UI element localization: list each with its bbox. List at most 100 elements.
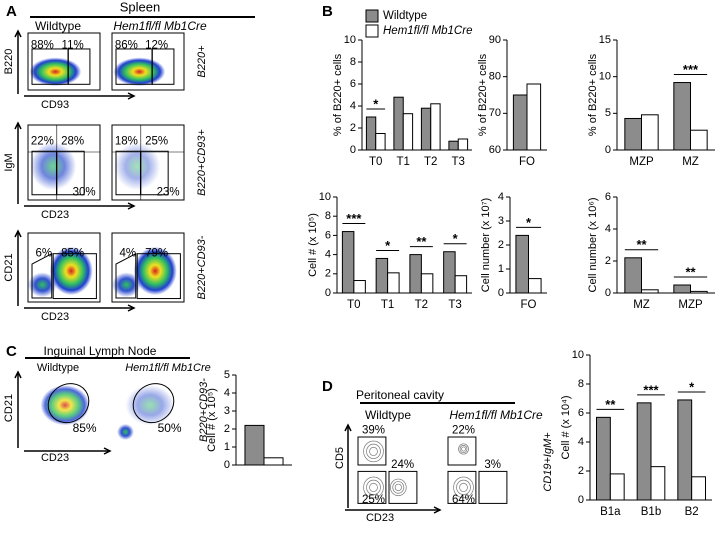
density bbox=[133, 246, 177, 296]
gate bbox=[478, 470, 508, 504]
y-tick-label: 80 bbox=[489, 71, 501, 83]
y-tick-label: 2 bbox=[578, 465, 584, 477]
gate bbox=[47, 383, 90, 424]
x-axis-label: CD23 bbox=[41, 311, 69, 323]
gate-percent: 25% bbox=[362, 494, 385, 506]
bar bbox=[690, 290, 708, 294]
y-tick-label: 8 bbox=[350, 56, 356, 68]
y-tick-label: 0 bbox=[498, 287, 504, 299]
gate bbox=[31, 252, 53, 299]
y-axis-label: CD21 bbox=[3, 253, 15, 281]
gate bbox=[357, 436, 387, 466]
legend-label: Wildtype bbox=[383, 10, 427, 22]
gate bbox=[52, 253, 97, 300]
gate-percent: 6% bbox=[36, 248, 53, 260]
y-axis-label: B220 bbox=[3, 49, 15, 75]
gate bbox=[115, 252, 137, 299]
arrow-head bbox=[433, 506, 442, 514]
y-tick-label: 0 bbox=[224, 459, 230, 471]
group-label: Wildtype bbox=[365, 408, 411, 422]
y-tick-label: 10 bbox=[319, 191, 331, 203]
bar bbox=[365, 116, 377, 151]
y-tick-label: 10 bbox=[599, 71, 611, 83]
y-tick-label: 2 bbox=[498, 239, 504, 251]
bar bbox=[677, 399, 693, 501]
contour bbox=[459, 482, 468, 492]
x-tick-label: B2 bbox=[685, 506, 699, 518]
bar bbox=[420, 107, 432, 151]
bar bbox=[443, 251, 456, 294]
x-tick-label: MZ bbox=[633, 299, 650, 311]
gate-percent: 22% bbox=[31, 136, 54, 148]
bar bbox=[673, 284, 692, 294]
y-tick-label: 6 bbox=[350, 78, 356, 90]
y-tick-label: 5 bbox=[224, 369, 230, 381]
y-axis-label: IgM bbox=[3, 153, 15, 171]
gate-label: B220+CD93- bbox=[196, 235, 208, 299]
gate-percent: 4% bbox=[120, 248, 137, 260]
contour bbox=[369, 482, 378, 492]
y-axis-label: Cell # (x 10⁵) bbox=[206, 388, 218, 452]
y-tick-label: 10 bbox=[572, 349, 584, 361]
density bbox=[40, 385, 90, 426]
bar bbox=[393, 96, 404, 151]
y-tick-label: 2 bbox=[605, 255, 611, 267]
gate-percent: 50% bbox=[158, 421, 182, 435]
group-label: Hem1fl/fl Mb1Cre bbox=[449, 408, 543, 422]
arrow-head bbox=[127, 92, 136, 100]
y-axis-label: % of B220+ cells bbox=[587, 53, 599, 136]
panel-letter: C bbox=[6, 343, 17, 360]
density bbox=[117, 423, 134, 440]
y-tick-label: 0 bbox=[325, 287, 331, 299]
bar bbox=[402, 113, 414, 151]
significance: *** bbox=[643, 382, 659, 397]
significance: * bbox=[689, 379, 695, 394]
bar bbox=[636, 402, 652, 501]
bar bbox=[244, 424, 265, 466]
gate-percent: 25% bbox=[145, 136, 168, 148]
contour bbox=[456, 479, 471, 496]
y-tick-label: 3 bbox=[498, 215, 504, 227]
legend-label: Hem1fl/fl Mb1Cre bbox=[383, 25, 472, 37]
gate bbox=[136, 253, 181, 300]
significance: * bbox=[453, 231, 459, 246]
bar bbox=[641, 289, 659, 294]
tissue-title: Peritoneal cavity bbox=[356, 388, 444, 402]
density bbox=[114, 142, 161, 191]
x-axis-label: CD93 bbox=[41, 99, 69, 111]
y-tick-label: 4 bbox=[605, 223, 611, 235]
bar bbox=[624, 257, 643, 294]
y-tick-label: 8 bbox=[578, 378, 584, 390]
x-tick-label: B1a bbox=[600, 506, 621, 518]
contour bbox=[369, 446, 378, 456]
arrow-head bbox=[14, 370, 22, 379]
gate-percent: 88% bbox=[31, 40, 54, 52]
significance: ** bbox=[416, 234, 427, 249]
x-tick-label: MZ bbox=[682, 156, 699, 168]
contour bbox=[458, 443, 469, 455]
bar bbox=[457, 138, 469, 151]
density bbox=[112, 272, 141, 298]
y-tick-label: 0 bbox=[605, 144, 611, 156]
x-tick-label: T2 bbox=[415, 299, 428, 311]
density bbox=[29, 57, 82, 87]
bar bbox=[650, 466, 666, 501]
x-tick-label: FO bbox=[519, 156, 535, 168]
gate bbox=[357, 470, 387, 504]
y-axis-label: % of B220+ cells bbox=[332, 53, 344, 136]
y-tick-label: 15 bbox=[599, 34, 611, 46]
y-tick-label: 70 bbox=[489, 107, 501, 119]
contour bbox=[363, 440, 384, 463]
gate-percent: 11% bbox=[62, 40, 84, 52]
y-tick-label: 3 bbox=[224, 405, 230, 417]
x-axis-label: CD23 bbox=[366, 512, 394, 524]
gate-label: B220+ bbox=[196, 45, 208, 78]
contour bbox=[363, 476, 384, 499]
y-axis-label: % of B220+ cells bbox=[477, 53, 489, 136]
legend-swatch bbox=[365, 24, 379, 38]
y-tick-label: 0 bbox=[350, 144, 356, 156]
y-tick-label: 10 bbox=[344, 34, 356, 46]
significance: ** bbox=[685, 264, 696, 279]
arrow-head bbox=[127, 202, 136, 210]
